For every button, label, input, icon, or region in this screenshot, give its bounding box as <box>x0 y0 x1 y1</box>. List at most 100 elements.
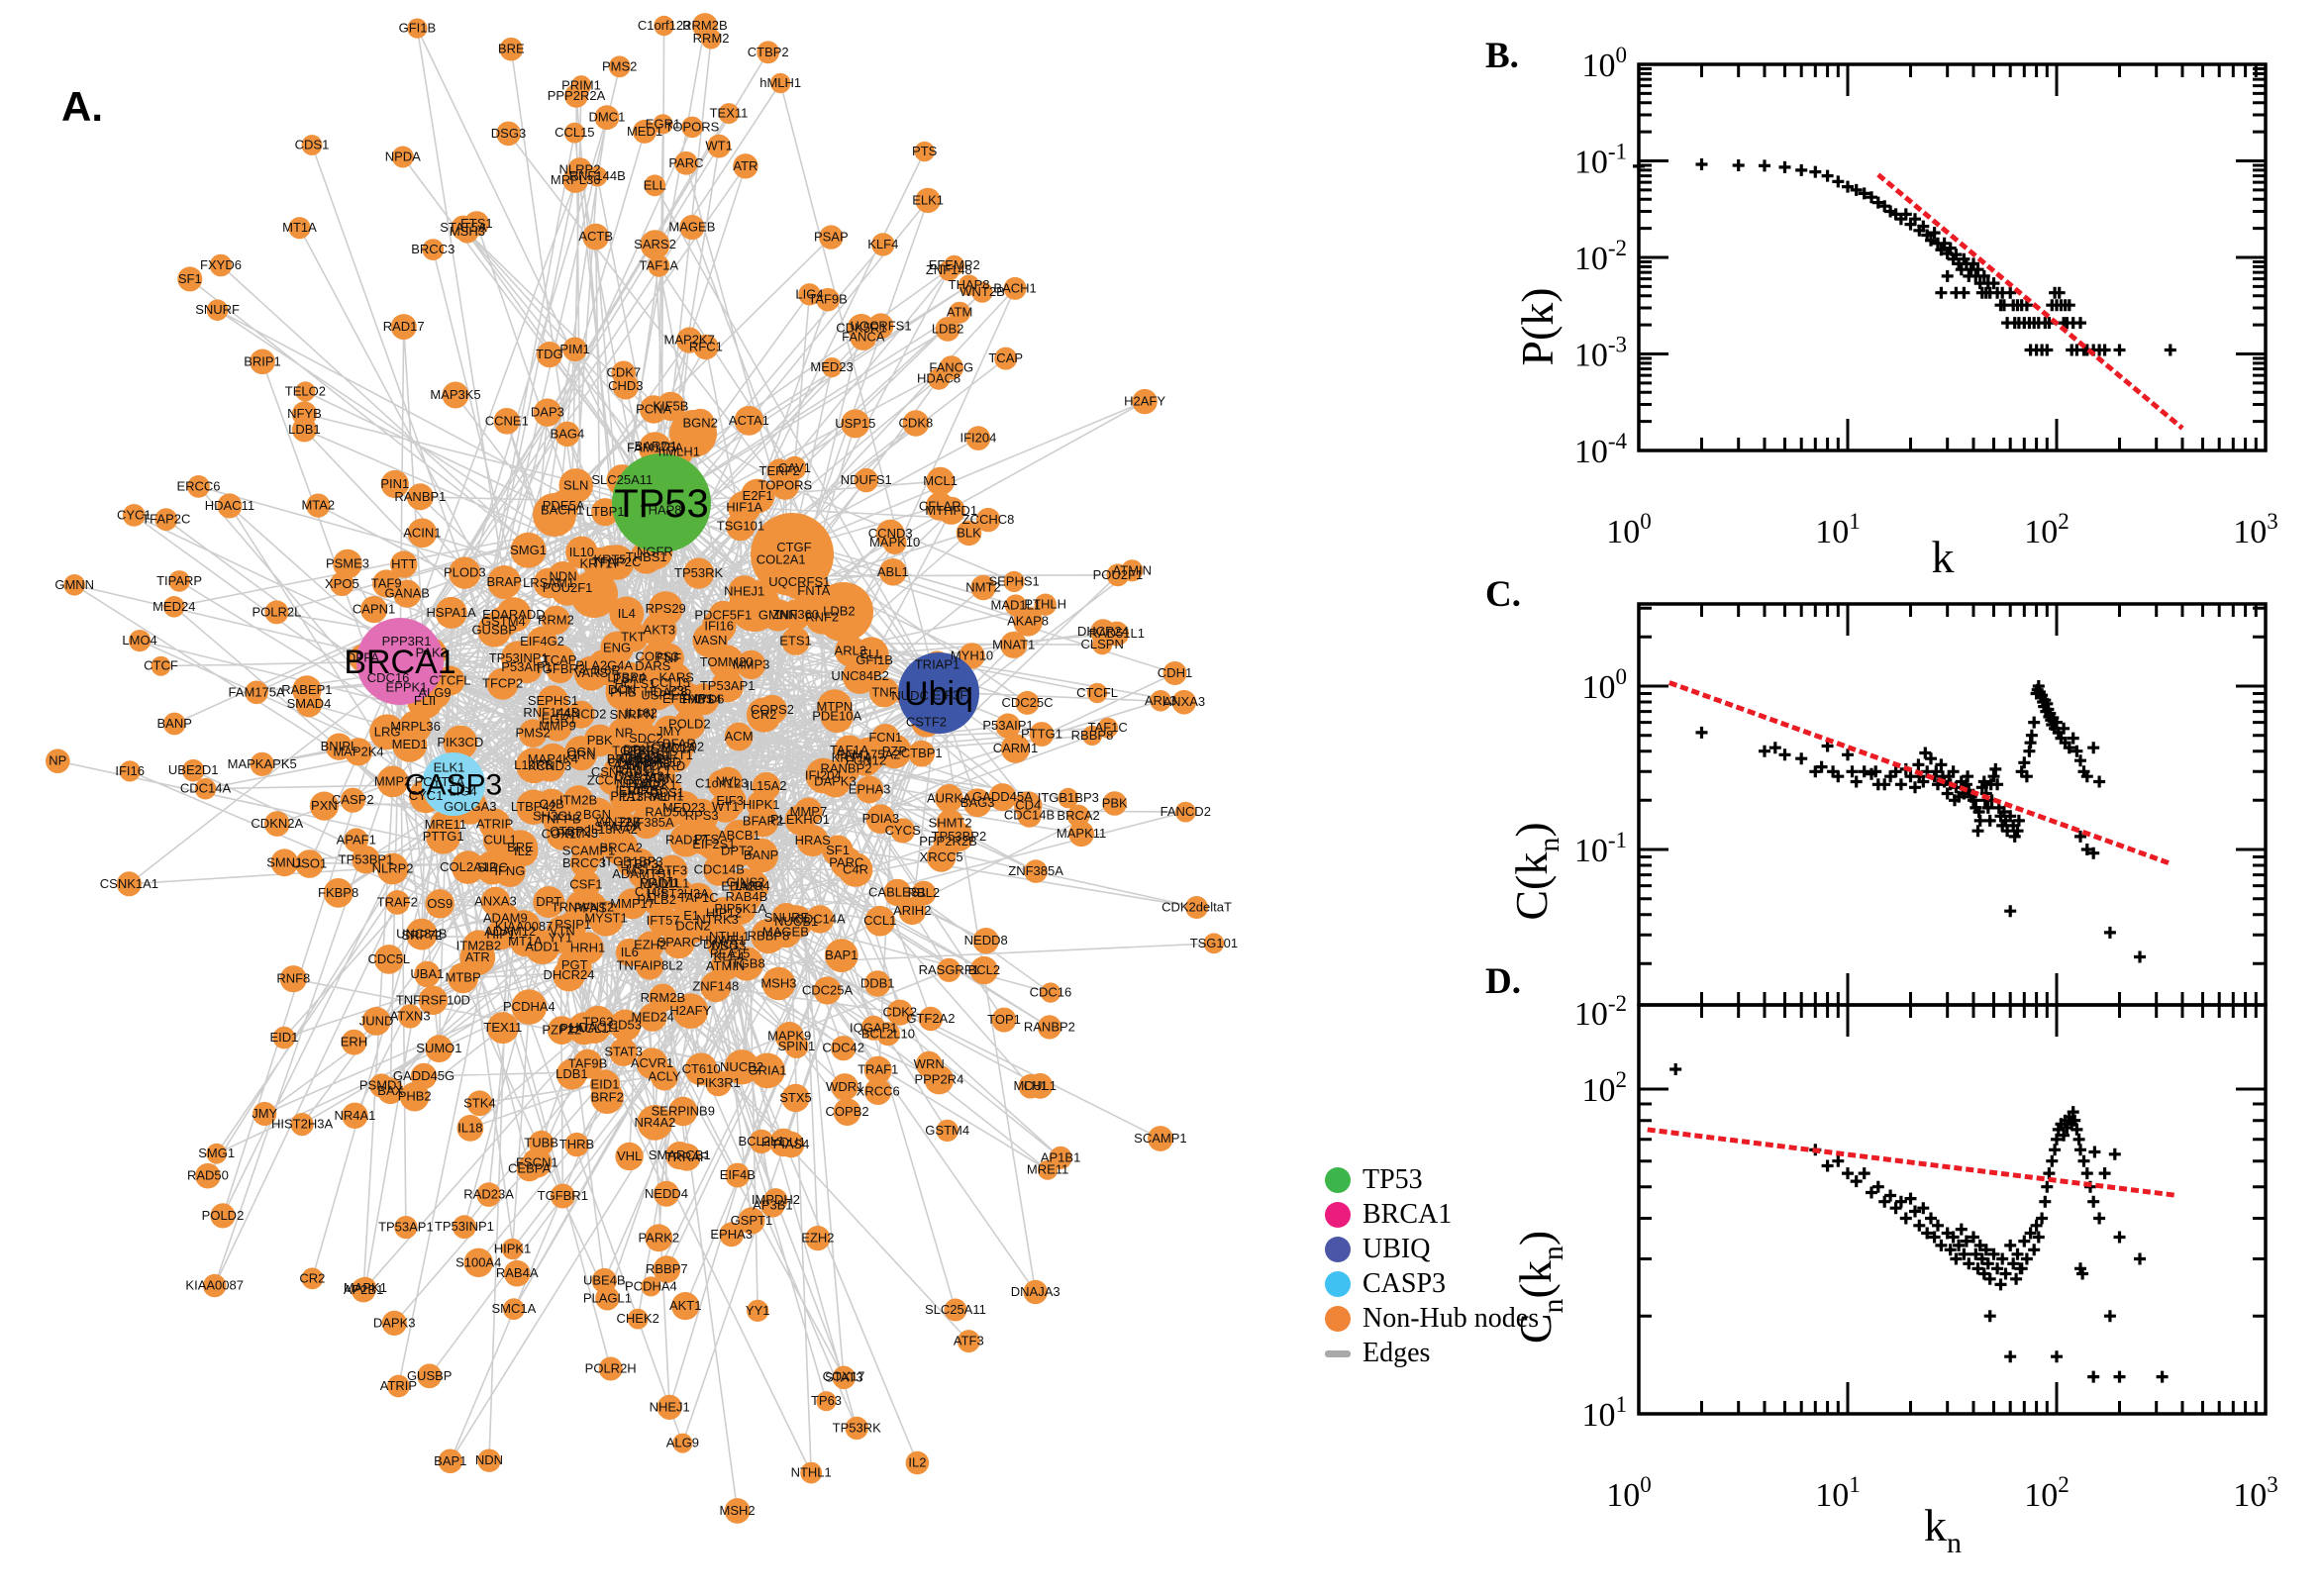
legend-label-edges: Edges <box>1363 1338 1431 1368</box>
gene-label: TOMM202 <box>644 740 704 754</box>
gene-label: MAP3K5 <box>430 387 480 402</box>
non-hub-node <box>250 751 274 776</box>
axis-ticks <box>1639 1005 2266 1414</box>
gene-label: NTRK3 <box>696 912 739 927</box>
non-hub-node <box>499 37 524 61</box>
gene-label: SMN1 <box>266 854 302 869</box>
gene-label: PPA1 <box>610 789 642 804</box>
non-hub-node <box>556 1058 587 1090</box>
gene-label: HRH1 <box>570 941 605 955</box>
non-hub-node <box>609 1009 642 1042</box>
gene-label: ADAM9 <box>483 910 528 925</box>
non-hub-node <box>341 1029 367 1055</box>
gene-label: BAP1 <box>825 948 858 962</box>
gene-label: TP53BP2 <box>932 829 987 844</box>
non-hub-node <box>669 823 703 857</box>
gene-label: MYST1 <box>584 911 627 926</box>
gene-label: KCND3 <box>528 758 571 773</box>
gene-label: KIAA0087 <box>495 919 554 934</box>
non-hub-node <box>640 230 670 259</box>
non-hub-node <box>672 1433 693 1453</box>
gene-label: BRIP1 <box>244 353 281 368</box>
non-hub-node <box>654 15 674 37</box>
gene-label: CYC1 <box>409 788 444 803</box>
non-hub-node <box>46 748 70 773</box>
gene-label: PLAGL1 <box>583 1290 632 1305</box>
non-hub-node <box>598 1356 623 1381</box>
panel-d-xaxis-title: kn <box>1924 1500 1962 1559</box>
gene-label: EIF4B <box>720 1167 756 1182</box>
non-hub-node <box>187 475 210 498</box>
gene-label: NHEJ1 <box>724 583 764 598</box>
gene-label: PIK3R1 <box>696 1075 741 1090</box>
gene-label: ATF3 <box>656 862 687 877</box>
gene-label: APAF1 <box>337 833 376 848</box>
non-hub-node <box>564 1132 589 1157</box>
gene-label: RRM2B <box>641 990 686 1005</box>
gene-label: SARS2 <box>634 237 676 251</box>
gene-label: LMO4 <box>735 878 769 893</box>
gene-label: FKBP8 <box>318 885 358 900</box>
gene-label: CR2 <box>751 707 776 722</box>
hub-label-ubiq: Ubiq <box>904 675 973 713</box>
non-hub-node <box>290 1113 314 1137</box>
non-hub-node <box>1003 570 1025 593</box>
gene-label: PMS2 <box>602 58 637 73</box>
gene-label: NUDC <box>891 688 929 703</box>
non-hub-node <box>569 848 599 878</box>
non-hub-node <box>824 939 858 972</box>
non-hub-node <box>937 496 965 525</box>
non-hub-node <box>763 1188 788 1213</box>
non-hub-node <box>886 999 913 1026</box>
non-hub-node <box>633 119 656 144</box>
non-hub-node <box>770 471 800 500</box>
gene-label: RNF8 <box>276 971 310 986</box>
gene-label: PGT <box>561 957 588 972</box>
gene-label: LTBP1 <box>586 504 625 519</box>
gene-label: MRE11 <box>1027 1162 1068 1177</box>
gene-label: NGFR <box>637 545 673 559</box>
non-hub-node <box>435 665 465 696</box>
non-hub-node <box>342 1102 368 1130</box>
non-hub-node <box>679 215 705 241</box>
gene-label: MAP2K4 <box>333 744 383 758</box>
gene-label: COPS2 <box>751 702 794 717</box>
gene-label: hMLH1 <box>658 444 700 458</box>
gene-label: CAPN1 <box>353 602 395 617</box>
non-hub-node <box>672 993 709 1029</box>
non-hub-node <box>533 398 562 427</box>
hub-node-tp53 <box>612 453 711 552</box>
gene-label: BARD1 <box>635 439 677 453</box>
gene-label: PLEKHO1 <box>770 812 830 827</box>
non-hub-node <box>1102 791 1127 816</box>
non-hub-node <box>608 717 641 749</box>
non-hub-node <box>496 121 521 147</box>
gene-label: EPHA3 <box>710 1227 753 1242</box>
gene-label: MTBP <box>446 970 481 985</box>
non-hub-node <box>1015 690 1040 715</box>
panel-d-yaxis-title: Cn(kn) <box>1510 1231 1569 1344</box>
nonhub-legend-dot-icon <box>1325 1306 1351 1332</box>
gene-label: TSG101 <box>1190 936 1238 950</box>
gene-label: COL2A12 <box>440 859 496 874</box>
gene-label: PLOD3 <box>444 565 486 580</box>
gene-label: PTS <box>912 144 938 158</box>
non-hub-node <box>163 596 185 618</box>
non-hub-node <box>564 889 600 925</box>
non-hub-node <box>1203 933 1225 954</box>
gene-label: PIAS4 <box>773 1137 810 1151</box>
non-hub-node <box>738 1207 765 1235</box>
gene-label: TELO2 <box>626 777 666 792</box>
gene-label: IL13RA2 <box>587 822 638 837</box>
gene-label: NDUFS1 <box>841 472 892 487</box>
gene-label: SPARC <box>657 935 701 949</box>
gene-label: STAT3 <box>825 1369 863 1384</box>
non-hub-node <box>905 1450 930 1475</box>
gene-label: STAT3 <box>604 1045 643 1059</box>
non-hub-node <box>796 825 829 857</box>
gene-label: CDK5R1 <box>836 320 886 335</box>
non-hub-node <box>542 702 576 737</box>
gene-label: NR4A2 <box>634 1115 675 1130</box>
non-hub-node <box>726 511 756 542</box>
non-hub-node <box>203 1273 227 1298</box>
